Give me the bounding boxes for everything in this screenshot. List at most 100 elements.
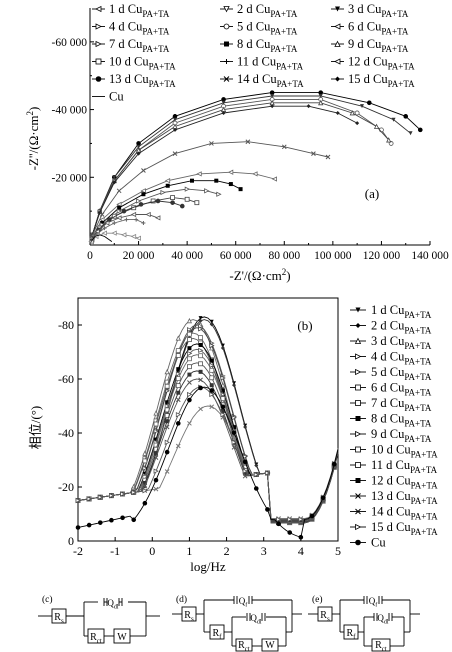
legend-marker (355, 539, 361, 546)
phase-point (175, 348, 181, 353)
nyquist-plot: 0 20 000 40 000 60 000 80 000 100 000 120 000 1… (25, 2, 449, 283)
nyquist-point (112, 175, 117, 180)
legend-entry: 12 d CuPA+TA (371, 474, 438, 491)
phase-point (220, 409, 225, 414)
phase-point (176, 390, 181, 395)
phase-point (187, 346, 192, 351)
legend-marker (224, 41, 229, 47)
legend-entry: 7 d CuPA+TA (371, 396, 432, 413)
legend-marker (355, 462, 361, 468)
phase-point (153, 477, 159, 483)
phase-point (265, 507, 270, 512)
nyquist-point (116, 188, 122, 194)
legend-entry: 11 d CuPA+TA (237, 55, 304, 72)
legend-entry: 15 d CuPA+TA (371, 520, 438, 537)
nyquist-point (117, 205, 122, 210)
phase-point (242, 468, 249, 474)
legend-marker (355, 353, 362, 360)
legend-marker (334, 40, 341, 47)
nyquist-point (354, 110, 360, 116)
nyquist-point (281, 144, 287, 150)
nyquist-point (245, 139, 251, 145)
legend-entry: 12 d CuPA+TA (348, 55, 415, 72)
legend-entry: 10 d CuPA+TA (109, 55, 176, 72)
x-tick-label: 140 000 (411, 250, 449, 262)
legend-entry: 3 d CuPA+TA (348, 2, 409, 19)
phase-point (231, 415, 237, 421)
nyquist-point (366, 100, 372, 106)
phase-point (187, 356, 192, 362)
qdl-c: Qdl (107, 598, 119, 611)
nyquist-point (141, 168, 146, 173)
phase-point (198, 385, 203, 391)
nyquist-point (97, 210, 102, 215)
phase-point (164, 424, 170, 430)
nyquist-point (116, 215, 122, 221)
nyquist-point (104, 220, 110, 226)
phase-series-6 (77, 332, 339, 523)
nyquist-point (100, 220, 105, 225)
legend-marker (355, 307, 361, 313)
nyquist-point (179, 203, 185, 209)
phase-point (209, 375, 215, 381)
nyquist-point (101, 230, 107, 236)
x-axis-label: log/Hz (190, 559, 226, 574)
nyquist-point (311, 151, 316, 156)
qf-d: Qf (239, 596, 248, 609)
nyquist-series-6 (91, 141, 329, 235)
phase-point (243, 471, 248, 476)
rf-label: Rf (346, 628, 356, 641)
phase-point (175, 443, 181, 449)
w-label: W (117, 632, 127, 643)
phase-point (198, 353, 203, 359)
nyquist-point (170, 200, 175, 205)
phase-point (142, 480, 147, 485)
nyquist-point (270, 94, 275, 99)
legend-marker (355, 384, 361, 391)
w-label: W (265, 640, 275, 651)
y-tick-label: -40 (58, 426, 74, 440)
legend-entry: 3 d CuPA+TA (371, 334, 432, 351)
nyquist-series-15 (90, 234, 113, 242)
phase-point (198, 335, 203, 341)
phase-point (276, 521, 281, 527)
phase-point (231, 439, 237, 445)
nyquist-point (386, 137, 392, 143)
legend-entry: 2 d CuPA+TA (237, 2, 298, 19)
legend-marker (224, 59, 229, 64)
rf-label: Rf (212, 628, 222, 641)
phase-point (164, 469, 170, 474)
panel-label-d: (d) (176, 594, 187, 605)
phase-point (220, 345, 225, 350)
rs-label: Rs (184, 610, 194, 623)
x-tick-label: 4 (298, 544, 304, 558)
phase-point (153, 410, 159, 416)
nyquist-point (173, 117, 177, 122)
phase-point (309, 513, 315, 519)
x-tick-label: 60 000 (220, 250, 252, 262)
y-tick-label: -20 (58, 480, 74, 494)
rct-box (371, 638, 391, 652)
nyquist-point (196, 171, 202, 177)
phase-point (232, 425, 236, 430)
legend-marker (355, 430, 362, 438)
nyquist-point (238, 187, 243, 192)
legend-entry: 5 d CuPA+TA (371, 365, 432, 382)
nyquist-point (408, 131, 413, 136)
y-tick-label: 0 (68, 534, 74, 548)
phase-point (75, 497, 81, 504)
phase-point (187, 391, 193, 398)
nyquist-series-1 (91, 92, 421, 235)
legend-marker (355, 323, 361, 328)
phase-point (75, 525, 81, 530)
phase-point (165, 400, 170, 405)
nyquist-point (94, 228, 100, 235)
nyquist-point (111, 230, 117, 236)
phase-point (175, 397, 181, 403)
phase-point (142, 488, 148, 494)
nyquist-point (130, 233, 137, 240)
nyquist-point (184, 186, 191, 192)
x-tick-label: 2 (224, 544, 230, 558)
phase-point (164, 368, 170, 375)
legend-marker (95, 58, 102, 65)
